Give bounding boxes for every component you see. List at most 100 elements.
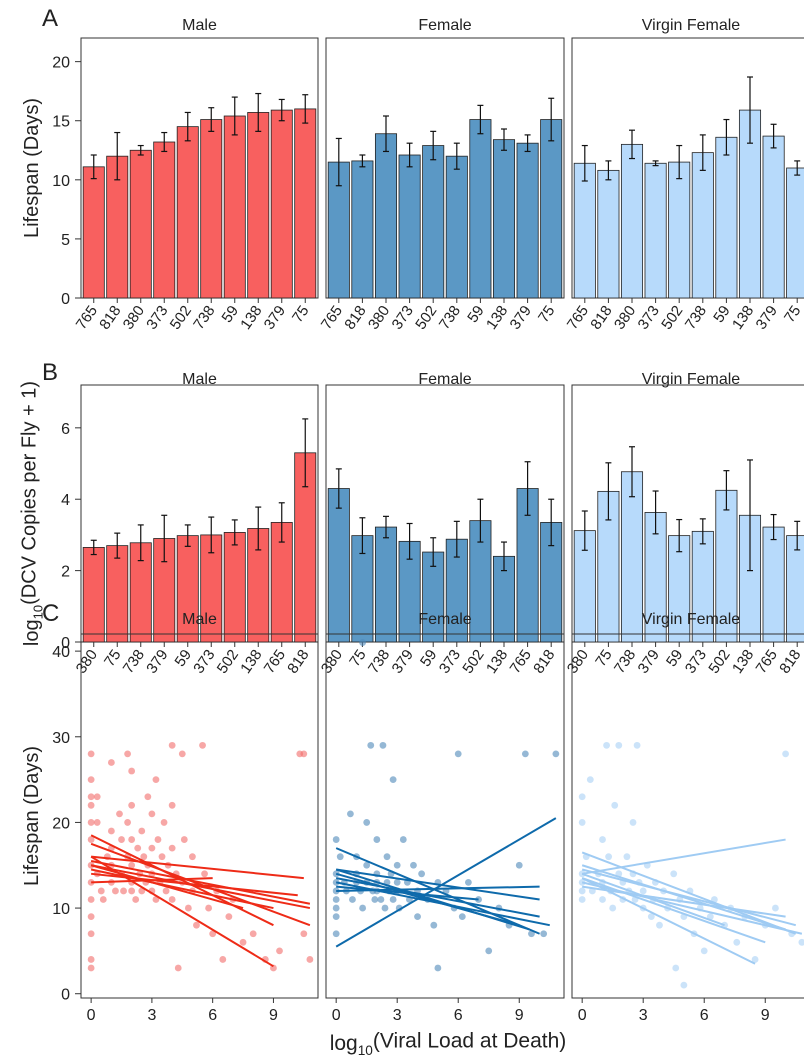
data-point (599, 836, 606, 843)
regression-line (582, 838, 786, 875)
data-point (393, 878, 401, 886)
data-point (371, 896, 379, 903)
facet-panel-border (325, 384, 565, 643)
facet-title: Virgin Female (642, 611, 741, 628)
data-point (414, 913, 421, 921)
data-point (138, 827, 146, 835)
x-tick-label: 75 (781, 303, 804, 326)
data-point (168, 896, 176, 903)
facet-title: Female (418, 611, 471, 628)
y-tick-label: 0 (61, 635, 70, 652)
x-tick-label: 3 (639, 1007, 648, 1024)
bar (223, 115, 246, 299)
x-tick-label: 0 (87, 1007, 96, 1024)
data-point (552, 750, 560, 758)
facet-panel-border (571, 37, 804, 299)
data-point (578, 870, 586, 878)
regression-line (90, 834, 274, 927)
data-point (152, 776, 160, 783)
y-tick-label: 20 (52, 55, 70, 72)
x-tick-label: 6 (700, 1007, 709, 1024)
bar (82, 547, 105, 643)
y-tick-label: 15 (52, 114, 70, 131)
x-tick-label: 379 (261, 303, 289, 333)
data-point (389, 896, 397, 903)
facet-panel-border (80, 633, 319, 999)
data-point (87, 819, 95, 826)
data-point (87, 776, 95, 783)
x-tick-label: 502 (167, 303, 195, 333)
data-point (578, 793, 586, 801)
x-tick-label: 138 (237, 647, 265, 677)
bar (516, 142, 539, 299)
x-tick-label: 9 (515, 1007, 524, 1024)
data-point (389, 776, 397, 783)
bar (270, 109, 293, 299)
bar (153, 141, 176, 299)
data-point (118, 836, 125, 843)
data-point (332, 913, 340, 921)
data-point (706, 913, 714, 921)
facet-panel-border (80, 37, 319, 299)
bar (715, 136, 738, 299)
bar (786, 167, 804, 299)
x-tick-label: 818 (587, 303, 615, 333)
data-point (306, 956, 314, 963)
regression-line (581, 851, 797, 935)
data-point (647, 913, 655, 921)
data-point (178, 750, 186, 758)
x-tick-label: 502 (214, 647, 242, 677)
data-point (87, 750, 95, 758)
bar (762, 526, 785, 643)
x-tick-label: 380 (365, 303, 393, 333)
data-point (680, 981, 688, 989)
data-point (162, 887, 170, 895)
x-tick-label: 138 (483, 647, 511, 677)
data-point (174, 964, 182, 972)
x-tick-label: 59 (464, 303, 487, 326)
data-point (670, 870, 678, 878)
data-point (87, 836, 95, 843)
data-point (128, 801, 136, 809)
data-point (300, 750, 308, 758)
facet-title: Male (182, 611, 217, 628)
regression-line (90, 864, 244, 910)
y-tick-label: 4 (61, 492, 70, 509)
x-tick-label: 59 (663, 647, 686, 670)
x-tick-label: 738 (190, 303, 218, 333)
data-point (393, 861, 401, 869)
data-point (363, 861, 371, 869)
y-tick-label: 0 (61, 987, 70, 1004)
x-tick-label: 738 (611, 647, 639, 677)
regression-line (581, 872, 725, 927)
x-tick-label: 138 (729, 303, 757, 333)
data-point (367, 741, 375, 749)
data-point (521, 750, 529, 758)
data-point (599, 896, 606, 903)
x-tick-label: 502 (705, 647, 733, 677)
bar (176, 126, 199, 299)
data-point (336, 853, 344, 861)
data-point (399, 836, 407, 843)
data-point (87, 964, 95, 972)
data-point (609, 904, 617, 912)
data-point (672, 964, 680, 972)
data-point (168, 801, 176, 809)
data-point (184, 904, 192, 912)
x-tick-label: 765 (261, 647, 289, 677)
regression-line (91, 877, 213, 884)
y-tick-label: 20 (52, 815, 70, 832)
data-point (615, 741, 623, 749)
facet-panel-border (325, 633, 565, 999)
x-tick-label: 818 (341, 303, 369, 333)
bar (223, 532, 246, 643)
data-point (225, 913, 233, 921)
data-point (700, 947, 708, 955)
data-point (144, 793, 152, 801)
x-tick-label: 738 (365, 647, 393, 677)
y-tick-label: 40 (52, 644, 70, 661)
regression-line (335, 872, 520, 927)
x-tick-label: 59 (710, 303, 733, 326)
regression-line (335, 847, 540, 935)
